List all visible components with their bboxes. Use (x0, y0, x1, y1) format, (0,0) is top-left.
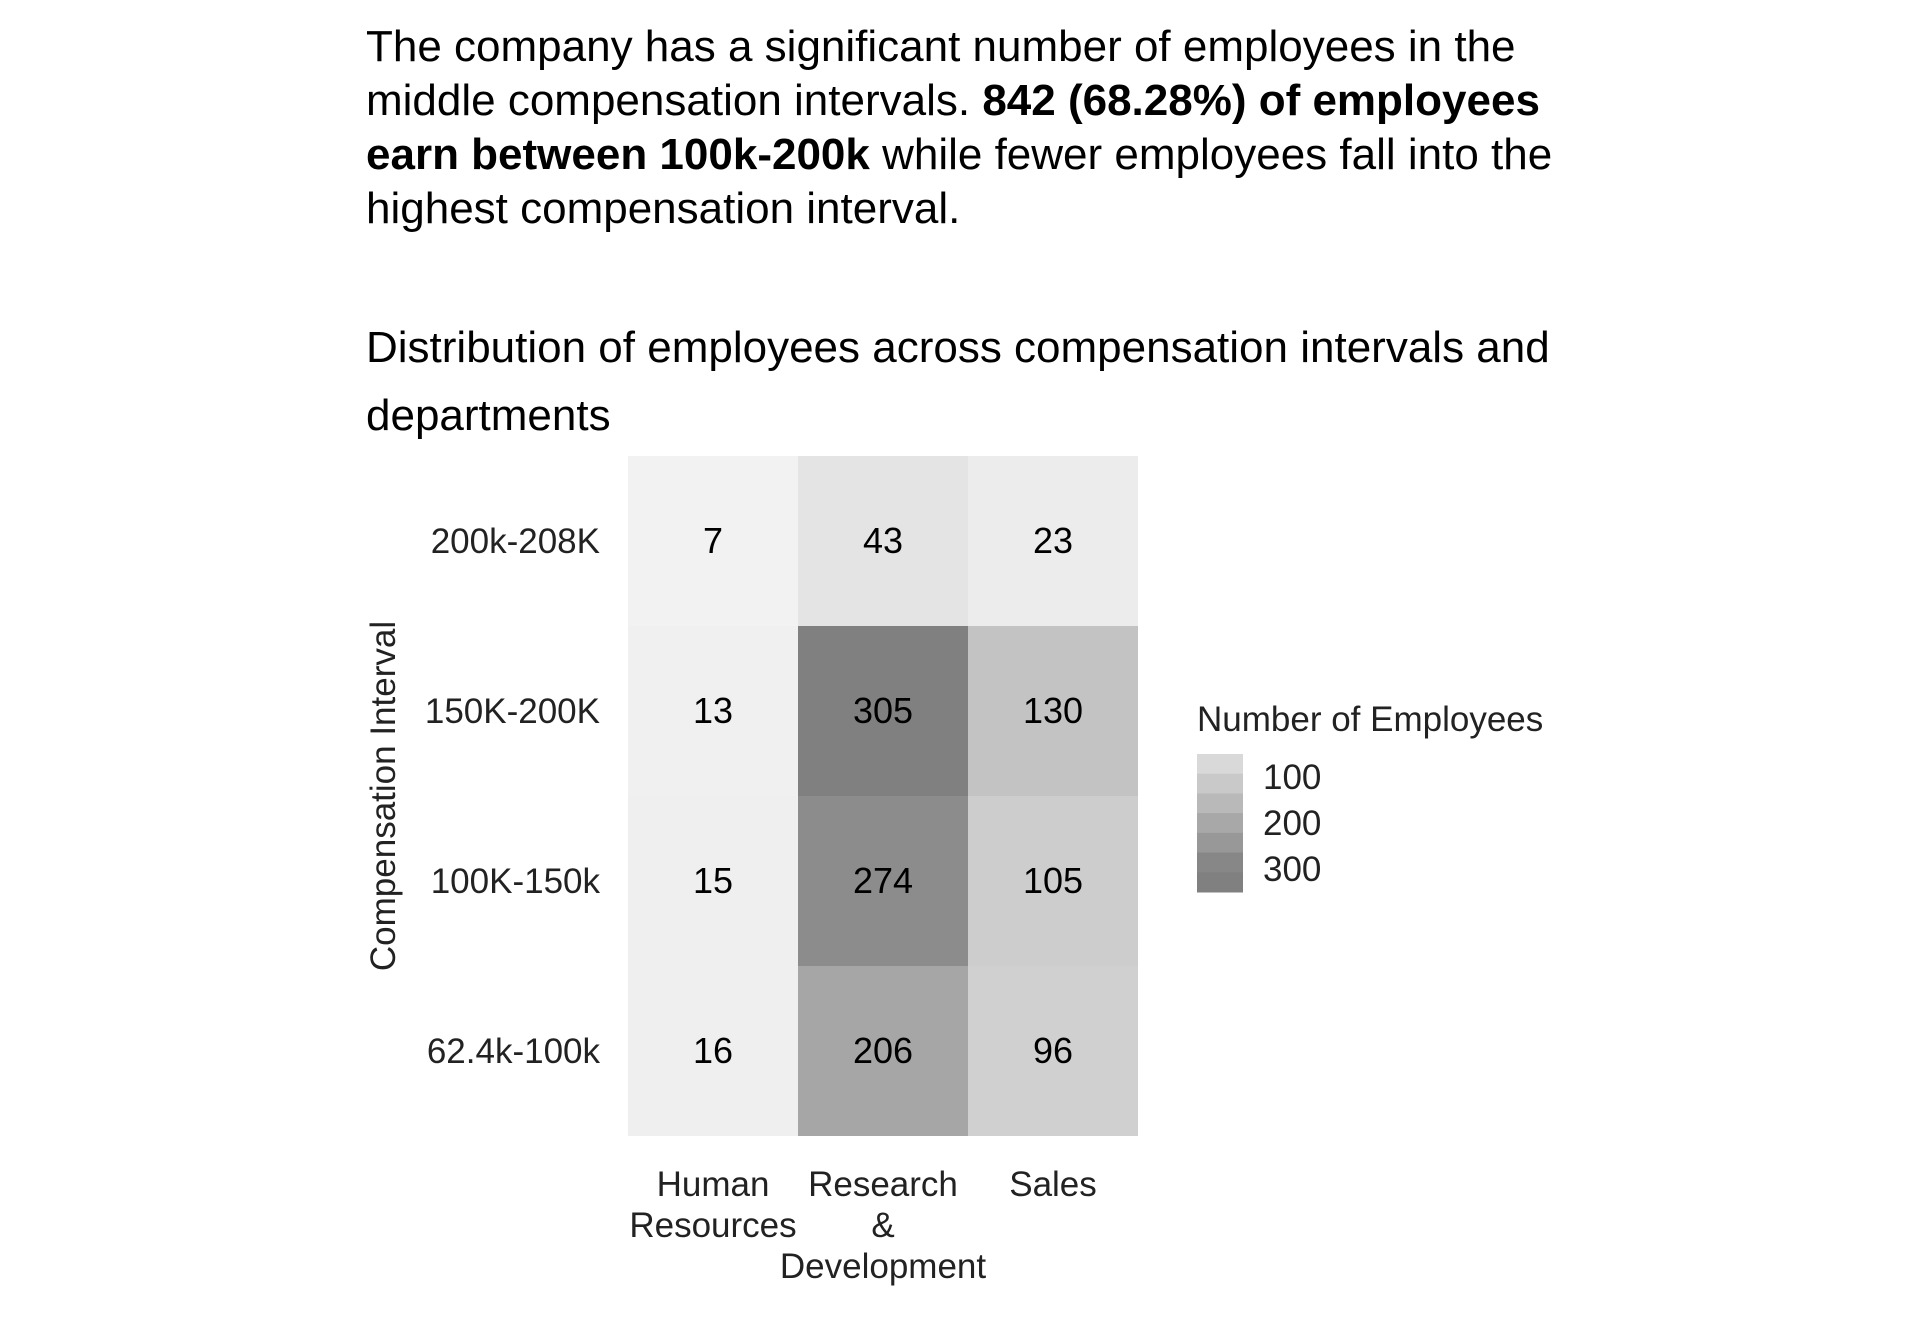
x-tick-label: Research & Development (780, 1165, 986, 1286)
legend-swatch (1197, 813, 1243, 834)
summary-part1: The company has a significant number of … (366, 22, 1516, 125)
legend-swatch (1197, 832, 1243, 854)
heatmap-cell (798, 796, 968, 966)
cell-value-label: 16 (693, 1030, 733, 1071)
y-tick-label: 100K-150k (431, 862, 601, 901)
heatmap-cell (968, 626, 1138, 796)
y-tick-label: 150K-200K (425, 692, 600, 731)
cell-value-label: 305 (853, 690, 913, 731)
heatmap-cell (798, 626, 968, 796)
heatmap-cell (628, 796, 798, 966)
cell-value-label: 105 (1023, 860, 1083, 901)
heatmap-cell (628, 456, 798, 626)
heatmap-cell (628, 966, 798, 1136)
legend-swatch (1197, 754, 1243, 775)
cell-value-label: 43 (863, 520, 903, 561)
cell-value-label: 13 (693, 690, 733, 731)
cell-value-label: 7 (703, 520, 723, 561)
heatmap-cell (968, 966, 1138, 1136)
x-tick-label: Sales (1009, 1165, 1097, 1204)
summary-highlight: 842 (68.28%) of employees earn between 1… (366, 76, 1540, 179)
legend-swatch (1197, 852, 1243, 873)
legend-tick-label: 200 (1263, 804, 1321, 843)
y-tick-label: 200k-208K (431, 522, 600, 561)
y-tick-label: 62.4k-100k (427, 1032, 601, 1071)
cell-value-label: 96 (1033, 1030, 1073, 1071)
legend-swatch (1197, 872, 1243, 893)
cell-value-label: 130 (1023, 690, 1083, 731)
summary-part2: while fewer employees fall into the high… (366, 130, 1553, 233)
heatmap-cell (968, 456, 1138, 626)
summary-text: The company has a significant number of … (366, 20, 1586, 236)
heatmap-cell (628, 626, 798, 796)
cell-value-label: 23 (1033, 520, 1073, 561)
y-axis-label: Compensation Interval (364, 621, 403, 971)
legend-tick-label: 100 (1263, 758, 1321, 797)
cell-value-label: 15 (693, 860, 733, 901)
heatmap-cell (798, 456, 968, 626)
legend-swatch (1197, 773, 1243, 794)
heatmap-cell (798, 966, 968, 1136)
legend-title: Number of Employees (1197, 700, 1543, 739)
cell-value-label: 206 (853, 1030, 913, 1071)
chart-title: Distribution of employees across compens… (366, 323, 1550, 440)
cell-value-label: 274 (853, 860, 913, 901)
heatmap-cell (968, 796, 1138, 966)
legend-tick-label: 300 (1263, 850, 1321, 889)
legend-swatch (1197, 793, 1243, 814)
x-tick-label: Human Resources (629, 1165, 796, 1245)
